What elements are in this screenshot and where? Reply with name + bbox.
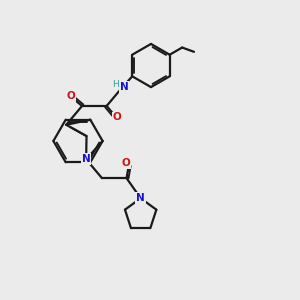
Text: N: N xyxy=(82,154,91,164)
Text: N: N xyxy=(120,82,128,92)
Text: H: H xyxy=(112,80,119,88)
Text: O: O xyxy=(66,91,75,101)
Text: O: O xyxy=(112,112,121,122)
Text: N: N xyxy=(136,193,145,203)
Text: O: O xyxy=(122,158,130,168)
